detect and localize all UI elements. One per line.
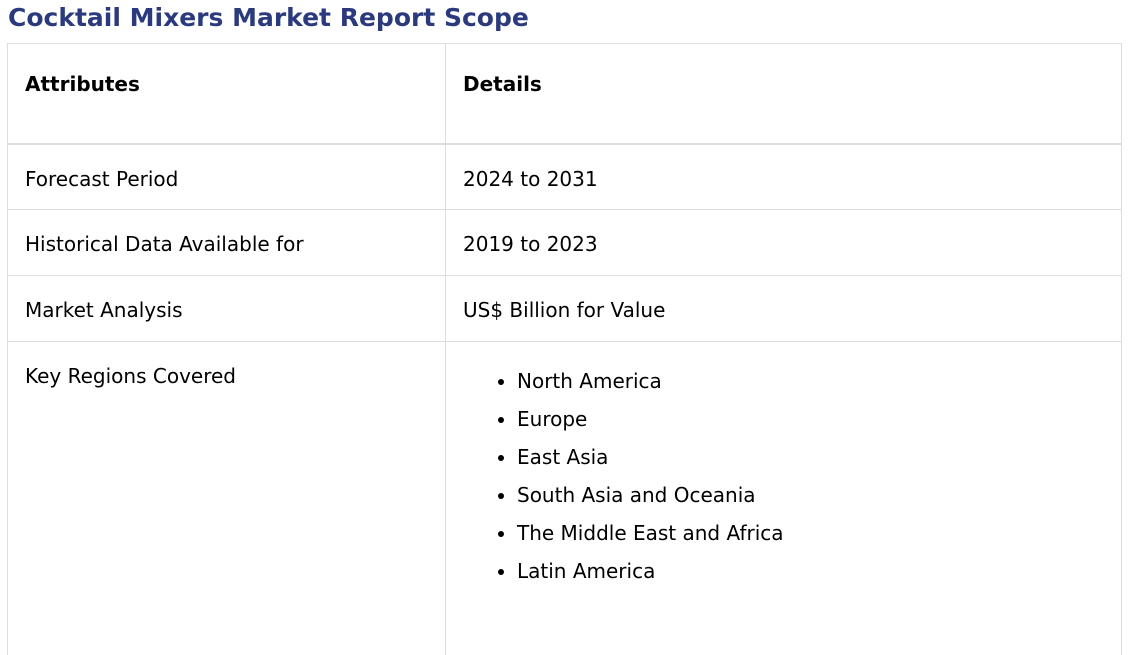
report-scope-table: Attributes Details Forecast Period 2024 …: [7, 43, 1122, 655]
table-row: Historical Data Available for 2019 to 20…: [7, 209, 1122, 276]
list-item: Latin America: [517, 558, 1104, 584]
page-title: Cocktail Mixers Market Report Scope: [8, 3, 529, 32]
table-header-row: Attributes Details: [7, 43, 1122, 145]
table-row: Market Analysis US$ Billion for Value: [7, 275, 1122, 342]
list-item: North America: [517, 368, 1104, 394]
list-item: The Middle East and Africa: [517, 520, 1104, 546]
row-detail-market-analysis: US$ Billion for Value: [445, 275, 1122, 342]
row-attribute-market-analysis: Market Analysis: [7, 275, 446, 342]
row-attribute-key-regions: Key Regions Covered: [7, 341, 446, 655]
table-row: Key Regions Covered North America Europe…: [7, 341, 1122, 655]
header-details: Details: [445, 43, 1122, 145]
row-detail-forecast-period: 2024 to 2031: [445, 143, 1122, 210]
list-item: East Asia: [517, 444, 1104, 470]
region-list: North America Europe East Asia South Asi…: [463, 368, 1104, 584]
header-attributes: Attributes: [7, 43, 446, 145]
row-attribute-historical-data: Historical Data Available for: [7, 209, 446, 276]
row-detail-key-regions: North America Europe East Asia South Asi…: [445, 341, 1122, 655]
table-row: Forecast Period 2024 to 2031: [7, 143, 1122, 210]
list-item: South Asia and Oceania: [517, 482, 1104, 508]
row-attribute-forecast-period: Forecast Period: [7, 143, 446, 210]
row-detail-historical-data: 2019 to 2023: [445, 209, 1122, 276]
list-item: Europe: [517, 406, 1104, 432]
